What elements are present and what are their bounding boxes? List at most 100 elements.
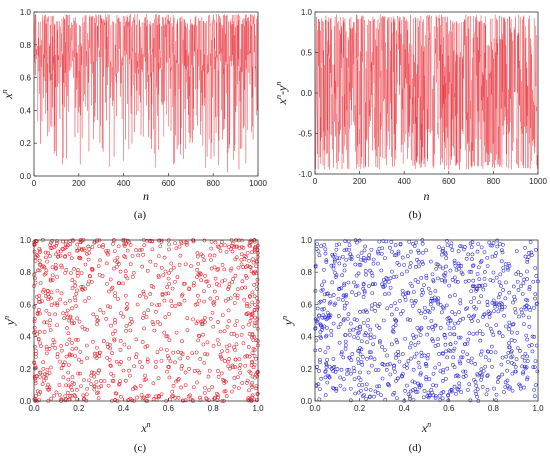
panel-c-point: [121, 314, 125, 319]
panel-d-point: [328, 313, 333, 317]
panel-d-point: [365, 310, 369, 314]
panel-c-point: [92, 384, 97, 388]
panel-d-point: [396, 353, 401, 358]
panel-c-point: [118, 348, 123, 352]
panel-b-y-tick-label: 0.5: [301, 49, 313, 58]
panel-c-point: [164, 348, 169, 352]
panel-c-point: [162, 330, 167, 335]
panel-d-point: [509, 350, 513, 355]
panel-c-point: [114, 359, 119, 364]
panel-c-point: [205, 340, 210, 345]
panel-d-point: [316, 382, 321, 386]
panel-d-point: [492, 309, 496, 313]
panel-c-caption: (c): [134, 442, 147, 454]
panel-c-x-tick-label: 1.0: [252, 404, 264, 413]
panel-d-point: [505, 378, 510, 383]
panel-d-point: [423, 310, 427, 314]
panel-c-point: [127, 356, 131, 361]
panel-c-point: [156, 273, 161, 278]
panel-c-point: [113, 258, 117, 263]
panel-c-point: [216, 320, 220, 324]
panel-d-point: [345, 317, 350, 321]
panel-d-point: [416, 360, 421, 365]
panel-c-point: [141, 289, 146, 294]
panel-d-point: [503, 380, 508, 385]
panel-c-point: [167, 247, 171, 252]
panel-b-series: [314, 14, 539, 170]
panel-d-point: [404, 291, 408, 296]
panel-d-point: [456, 388, 461, 392]
panel-c-point: [37, 311, 42, 316]
panel-c-point: [202, 289, 206, 293]
panel-c-point: [116, 244, 121, 249]
panel-d-point: [394, 252, 399, 257]
panel-d-point: [470, 284, 475, 288]
panel-d-point: [439, 310, 444, 315]
panel-d-point: [502, 313, 506, 318]
panel-c-point: [250, 311, 254, 316]
panel-c-point: [78, 256, 83, 261]
panel-c-point: [183, 262, 188, 267]
panel-d-point: [343, 347, 348, 351]
panel-c-y-tick-label: 0.4: [20, 333, 32, 342]
panel-d-point: [532, 335, 537, 339]
panel-c-point: [32, 249, 37, 254]
panel-c-point: [232, 376, 237, 380]
panel-c-point: [176, 350, 180, 354]
panel-c-point: [232, 332, 237, 336]
panel-d-point: [366, 370, 371, 375]
panel-c-point: [91, 312, 96, 317]
panel-d-point: [507, 290, 512, 295]
panel-c-point: [65, 308, 70, 313]
panel-c-point: [37, 398, 41, 402]
panel-c-point: [247, 332, 252, 336]
panel-c-point: [249, 398, 254, 402]
panel-d-point: [352, 335, 357, 339]
panel-c-point: [142, 243, 147, 248]
panel-c-point: [156, 376, 161, 381]
panel-c-point: [255, 307, 259, 312]
panel-c-point: [104, 317, 109, 321]
panel-d-point: [371, 261, 376, 266]
panel-c-point: [198, 398, 203, 402]
panel-c-point: [140, 365, 144, 369]
panel-c-point: [122, 342, 127, 347]
panel-d-point: [331, 321, 336, 326]
panel-d-point: [363, 269, 368, 273]
panel-d-point: [521, 371, 525, 376]
panel-c-point: [44, 268, 49, 273]
panel-d-point: [391, 325, 396, 329]
panel-d-point: [401, 292, 405, 297]
panel-d-point: [527, 344, 532, 348]
panel-c-point: [55, 288, 60, 293]
panel-d-point: [394, 319, 399, 323]
panel-d-point: [452, 346, 457, 351]
panel-c-point: [247, 354, 252, 359]
panel-c-point: [209, 266, 214, 271]
panel-d-point: [358, 378, 363, 382]
panel-c-point: [221, 378, 225, 382]
panel-d-point: [453, 279, 458, 284]
panel-c-point: [190, 351, 195, 356]
panel-c-point: [240, 381, 245, 385]
panel-d-point: [506, 267, 510, 272]
panel-d-point: [355, 318, 359, 322]
panel-d-point: [417, 264, 421, 269]
panel-c-point: [41, 289, 45, 294]
panel-d-point: [445, 355, 450, 360]
panel-c-point: [158, 322, 163, 327]
panel-d-point: [491, 270, 496, 275]
panel-d-point: [439, 278, 444, 282]
panel-c-point: [232, 301, 237, 305]
panel-c-point: [251, 270, 256, 275]
panel-c-point: [125, 302, 129, 306]
panel-c-point: [56, 254, 61, 259]
panel-d-point: [511, 300, 515, 305]
panel-d-point: [483, 270, 487, 274]
panel-c-point: [150, 247, 155, 252]
panel-c-point: [204, 279, 209, 284]
panel-d-point: [341, 298, 345, 302]
panel-c-point: [87, 251, 91, 255]
panel-d-point: [325, 326, 329, 330]
panel-c-point: [50, 343, 55, 347]
